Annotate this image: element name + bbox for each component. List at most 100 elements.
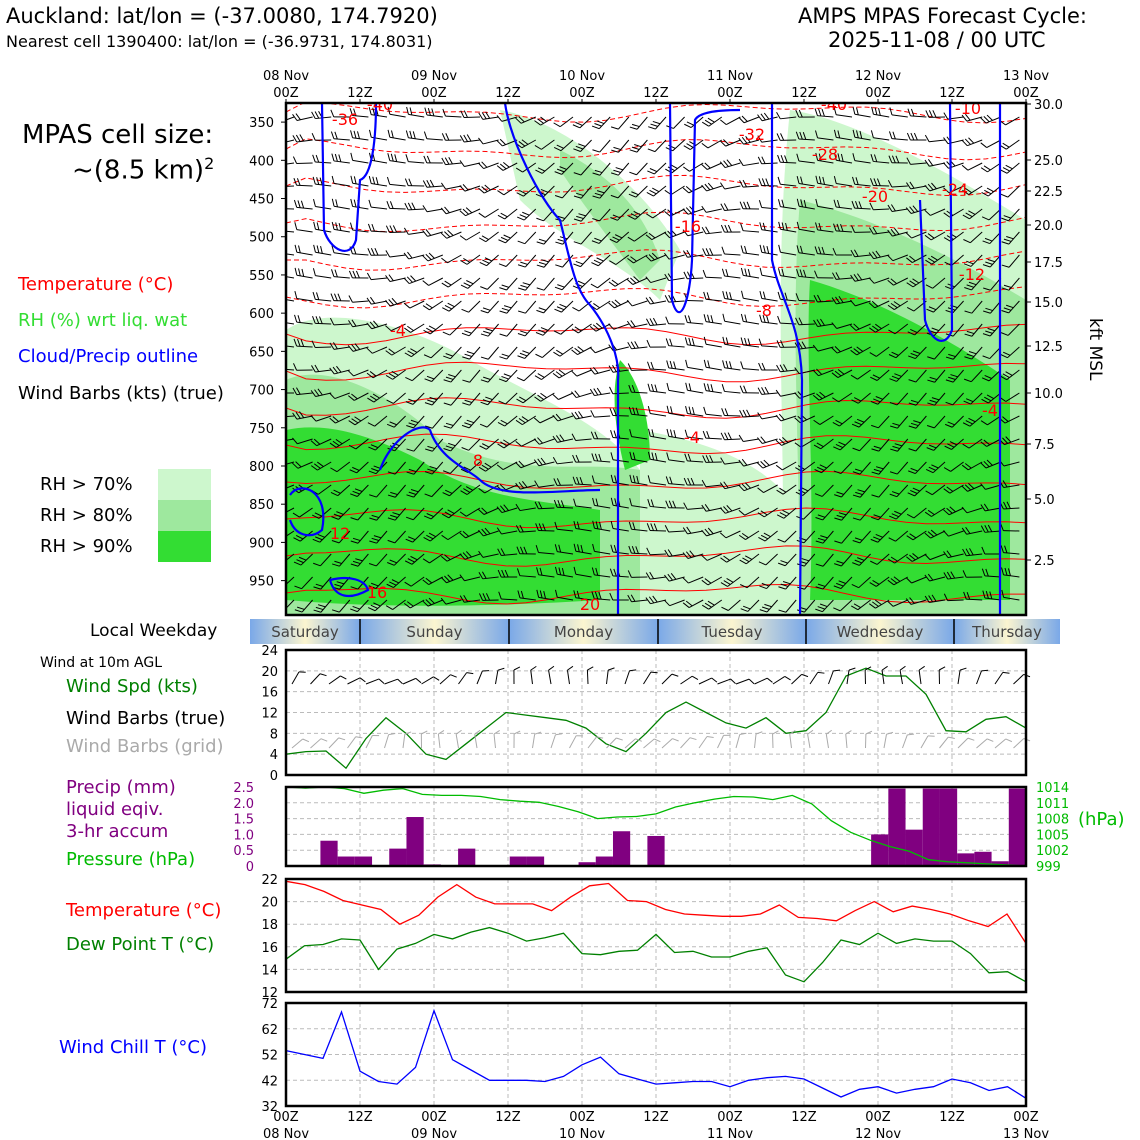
wind-barb-flag xyxy=(850,274,856,282)
wind-barb-grid-flag xyxy=(576,735,583,737)
wind-barb xyxy=(405,130,425,141)
wind-barb-flag xyxy=(317,461,324,467)
wind-barb-shaft xyxy=(725,530,741,539)
wind-barb-shaft xyxy=(761,162,778,165)
wind-barb-flag xyxy=(478,112,484,120)
wind-barb-shaft xyxy=(296,415,313,420)
wind-barb-shaft xyxy=(580,254,592,267)
wind-barb-flag xyxy=(274,534,280,541)
wind-barb-shaft xyxy=(410,576,425,587)
wind-barb-flag xyxy=(329,367,335,375)
wind-barb xyxy=(758,553,778,566)
wind-barb-flag xyxy=(894,227,900,235)
forecast-cycle-title: AMPS MPAS Forecast Cycle: xyxy=(798,4,1087,28)
wind-barb-shaft xyxy=(410,599,425,609)
wind-barb-true-shaft xyxy=(291,671,300,685)
wind-barb-shaft xyxy=(618,162,630,176)
wind-barb-shaft xyxy=(542,323,555,336)
wind-barb-shaft xyxy=(575,483,592,486)
wind-barb-flag xyxy=(684,315,688,323)
wind-barb xyxy=(536,567,555,578)
wind-barb xyxy=(964,277,983,291)
wind-barb-flag xyxy=(425,229,432,236)
wind-barb xyxy=(796,198,815,210)
wind-barb-flag xyxy=(279,338,283,345)
wind-barb-shaft xyxy=(464,599,481,603)
wind-barb xyxy=(943,571,964,580)
wind-barb-flag xyxy=(851,399,859,404)
wind-barb-shaft xyxy=(655,116,667,130)
wind-barb-flag xyxy=(963,591,967,600)
wind-barb-flag xyxy=(480,379,489,383)
wind-barb-flag xyxy=(872,226,878,234)
wind-barb-flag xyxy=(822,176,826,185)
wind-barb-flag xyxy=(853,249,859,257)
wind-barb xyxy=(719,481,741,490)
temperature-contour-label: -10 xyxy=(955,99,981,118)
wind-barb-flag xyxy=(646,213,653,219)
wind-barb-flag xyxy=(590,431,595,439)
wind-barb xyxy=(312,316,332,325)
wind-barb-flag xyxy=(614,475,617,484)
wind-barb xyxy=(592,543,611,555)
wind-barb-flag xyxy=(313,199,316,207)
wind-barb-flag xyxy=(813,419,821,425)
wind-barb-flag xyxy=(366,372,374,379)
wind-barb-flag xyxy=(332,440,340,447)
wind-barb-shaft xyxy=(317,484,332,495)
wind-barb-flag xyxy=(850,324,857,331)
wind-barb-flag xyxy=(741,483,748,490)
wind-barb-flag xyxy=(688,337,692,346)
precip-bar xyxy=(871,834,889,866)
wind-barb-true-shaft xyxy=(310,673,321,685)
wind-barb-grid-shaft xyxy=(789,734,792,749)
wind-barb-flag xyxy=(294,267,298,276)
wind-barb-flag xyxy=(497,443,505,449)
wind-barb-flag xyxy=(596,120,605,125)
wind-barb-shaft xyxy=(504,208,518,220)
wind-barb-flag xyxy=(856,130,859,138)
wind-barb-shaft xyxy=(854,113,871,118)
wind-barb xyxy=(738,507,760,516)
wind-barb-shaft xyxy=(580,231,592,245)
wind-barb-flag xyxy=(555,264,563,268)
wind-barb-shaft xyxy=(429,300,444,311)
wind-barb-flag xyxy=(406,448,414,452)
wind-barb-flag xyxy=(316,292,320,300)
wind-barb-flag xyxy=(833,446,841,451)
wind-barb-shaft xyxy=(538,507,555,510)
wind-barb-flag xyxy=(310,440,317,447)
wind-barb-flag xyxy=(610,544,614,553)
top-time-tick-label: 00Z xyxy=(865,86,891,101)
wind-barb-true-flag xyxy=(433,676,440,681)
wind-barb-flag xyxy=(630,256,637,262)
wind-barb-shaft xyxy=(669,599,685,607)
wind-barb-flag xyxy=(833,129,837,138)
wind-barb xyxy=(833,129,853,141)
wind-barb xyxy=(571,323,592,334)
temp-panel-frame xyxy=(284,877,1028,994)
wind-barb-shaft xyxy=(394,507,406,521)
temp-panel-tick-label: 16 xyxy=(261,941,278,956)
wind-barb-flag xyxy=(370,444,379,449)
wind-barb-flag xyxy=(371,537,380,542)
wind-barb-flag xyxy=(612,364,617,372)
wind-barb-shaft xyxy=(615,254,630,265)
wind-barb xyxy=(627,570,648,578)
wind-barb-flag xyxy=(1006,236,1014,240)
wind-barb-shaft xyxy=(668,459,685,463)
wind-barb xyxy=(722,336,741,348)
wind-barb xyxy=(386,415,406,428)
wind-barb-flag xyxy=(719,140,726,147)
wind-barb-flag xyxy=(579,477,584,485)
wind-barb-shaft xyxy=(968,185,983,195)
wind-barb-flag xyxy=(927,159,934,166)
wind-barb-flag xyxy=(592,324,600,331)
wind-barb-shaft xyxy=(988,208,1002,221)
wind-barb-flag xyxy=(351,418,359,424)
wind-barb-shaft xyxy=(929,553,946,561)
wind-barb-shaft xyxy=(897,415,909,429)
wind-barb-flag xyxy=(945,356,954,360)
wind-barb-true-shaft xyxy=(791,674,802,685)
wind-barb-flag xyxy=(576,590,580,599)
